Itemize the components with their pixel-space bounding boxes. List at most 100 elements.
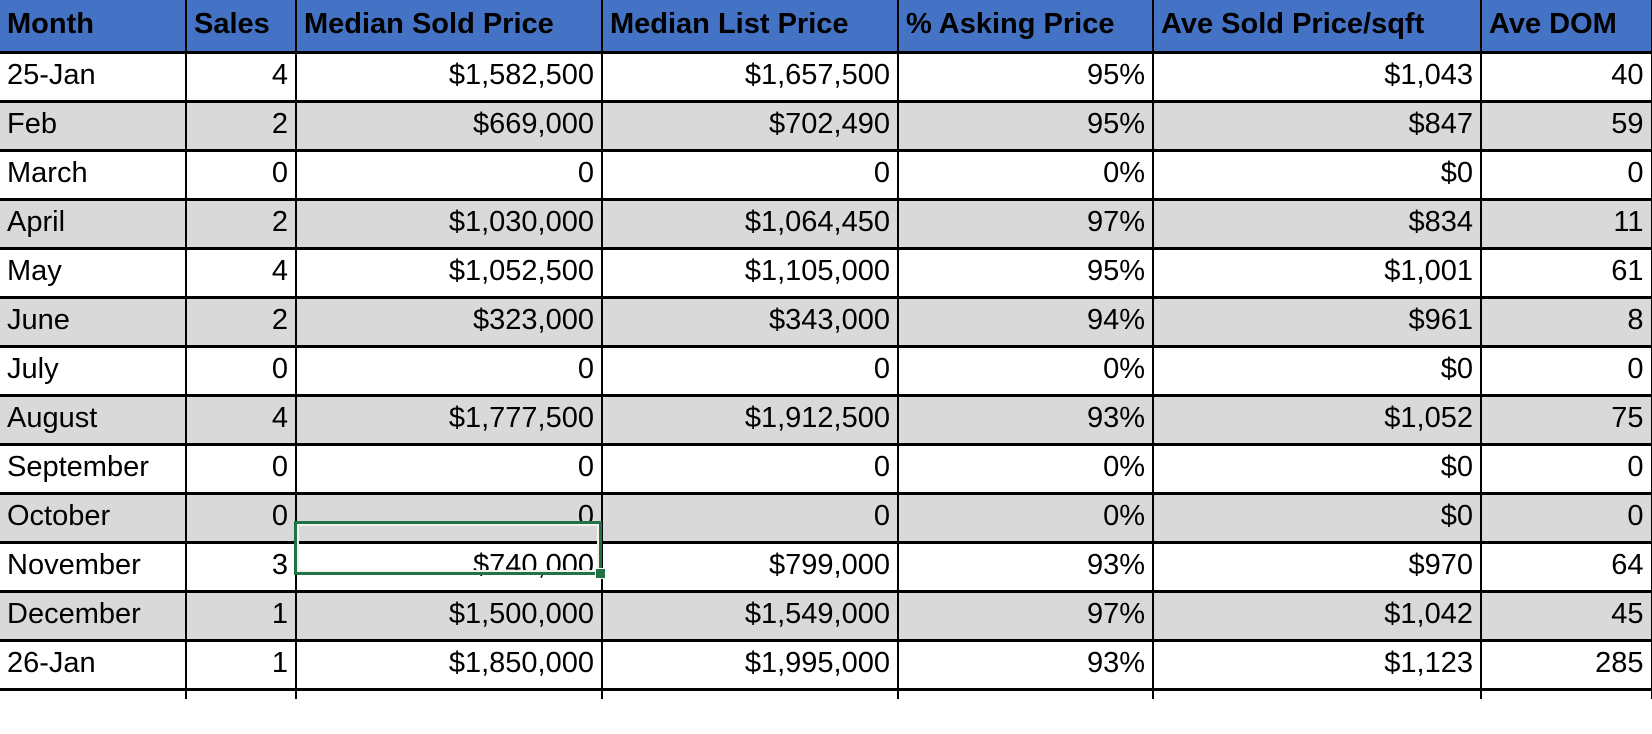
cell-march-month[interactable]: March bbox=[0, 150, 186, 201]
cell-october-month[interactable]: October bbox=[0, 493, 186, 544]
cell-25-jan-ave-sold-price-sqft[interactable]: $1,043 bbox=[1152, 52, 1481, 103]
cell-july-median-sold-price[interactable]: 0 bbox=[295, 346, 602, 397]
cell-november-median-sold-price[interactable]: $740,000 bbox=[295, 542, 602, 593]
cell-october-median-sold-price[interactable]: 0 bbox=[295, 493, 602, 544]
cell-december-ave-dom[interactable]: 45 bbox=[1480, 591, 1652, 642]
cell-august-sales[interactable]: 4 bbox=[185, 395, 296, 446]
cell-26-jan-ave-dom[interactable]: 285 bbox=[1480, 640, 1652, 691]
cell-july-median-list-price[interactable]: 0 bbox=[601, 346, 898, 397]
cell-november-ave-sold-price-sqft[interactable]: $970 bbox=[1152, 542, 1481, 593]
column-header-ave-dom[interactable]: Ave DOM bbox=[1480, 0, 1652, 54]
cell-august-ave-sold-price-sqft[interactable]: $1,052 bbox=[1152, 395, 1481, 446]
cell-may-sales[interactable]: 4 bbox=[185, 248, 296, 299]
selection-fill-handle-icon[interactable] bbox=[595, 568, 606, 579]
cell-feb-median-sold-price[interactable]: $669,000 bbox=[295, 101, 602, 152]
cell-25-jan-month[interactable]: 25-Jan bbox=[0, 52, 186, 103]
cell-october-sales[interactable]: 0 bbox=[185, 493, 296, 544]
cell-july-month[interactable]: July bbox=[0, 346, 186, 397]
cell-26-jan-median-list-price[interactable]: $1,995,000 bbox=[601, 640, 898, 691]
cell-may-ave-dom[interactable]: 61 bbox=[1480, 248, 1652, 299]
cell-october-median-list-price[interactable]: 0 bbox=[601, 493, 898, 544]
cell-april-ave-dom[interactable]: 11 bbox=[1480, 199, 1652, 250]
cell-may-median-sold-price[interactable]: $1,052,500 bbox=[295, 248, 602, 299]
cell-april-month[interactable]: April bbox=[0, 199, 186, 250]
cell-march-ave-sold-price-sqft[interactable]: $0 bbox=[1152, 150, 1481, 201]
cell-feb-median-list-price[interactable]: $702,490 bbox=[601, 101, 898, 152]
cell-april-median-sold-price[interactable]: $1,030,000 bbox=[295, 199, 602, 250]
cell-june-asking-price[interactable]: 94% bbox=[897, 297, 1153, 348]
cell-march-asking-price[interactable]: 0% bbox=[897, 150, 1153, 201]
cell-april-asking-price[interactable]: 97% bbox=[897, 199, 1153, 250]
cell-december-asking-price[interactable]: 97% bbox=[897, 591, 1153, 642]
cell-june-median-sold-price[interactable]: $323,000 bbox=[295, 297, 602, 348]
cell-june-ave-dom[interactable]: 8 bbox=[1480, 297, 1652, 348]
cell-feb-asking-price[interactable]: 95% bbox=[897, 101, 1153, 152]
cell-25-jan-ave-dom[interactable]: 40 bbox=[1480, 52, 1652, 103]
cell-june-ave-sold-price-sqft[interactable]: $961 bbox=[1152, 297, 1481, 348]
cell-june-month[interactable]: June bbox=[0, 297, 186, 348]
cell-25-jan-median-list-price[interactable]: $1,657,500 bbox=[601, 52, 898, 103]
cell-may-asking-price[interactable]: 95% bbox=[897, 248, 1153, 299]
cell-august-median-list-price[interactable]: $1,912,500 bbox=[601, 395, 898, 446]
cell-november-asking-price[interactable]: 93% bbox=[897, 542, 1153, 593]
cell-august-median-sold-price[interactable]: $1,777,500 bbox=[295, 395, 602, 446]
cell-feb-sales[interactable]: 2 bbox=[185, 101, 296, 152]
cell-25-jan-median-sold-price[interactable]: $1,582,500 bbox=[295, 52, 602, 103]
cell-may-ave-sold-price-sqft[interactable]: $1,001 bbox=[1152, 248, 1481, 299]
cell-november-median-list-price[interactable]: $799,000 bbox=[601, 542, 898, 593]
cell-july-asking-price[interactable]: 0% bbox=[897, 346, 1153, 397]
cell-feb-ave-sold-price-sqft[interactable]: $847 bbox=[1152, 101, 1481, 152]
cell-march-median-list-price[interactable]: 0 bbox=[601, 150, 898, 201]
cell-march-sales[interactable]: 0 bbox=[185, 150, 296, 201]
cell-september-asking-price[interactable]: 0% bbox=[897, 444, 1153, 495]
cell-august-asking-price[interactable]: 93% bbox=[897, 395, 1153, 446]
cell-october-ave-sold-price-sqft[interactable]: $0 bbox=[1152, 493, 1481, 544]
cell-november-month[interactable]: November bbox=[0, 542, 186, 593]
cell-december-ave-sold-price-sqft[interactable]: $1,042 bbox=[1152, 591, 1481, 642]
selected-cell-outline[interactable] bbox=[294, 521, 606, 579]
cell-november-ave-dom[interactable]: 64 bbox=[1480, 542, 1652, 593]
cell-26-jan-sales[interactable]: 1 bbox=[185, 640, 296, 691]
cell-26-jan-ave-sold-price-sqft[interactable]: $1,123 bbox=[1152, 640, 1481, 691]
column-header-median-list-price[interactable]: Median List Price bbox=[601, 0, 898, 54]
column-header-ave-sold-price-sqft[interactable]: Ave Sold Price/sqft bbox=[1152, 0, 1481, 54]
cell-25-jan-sales[interactable]: 4 bbox=[185, 52, 296, 103]
cell-december-month[interactable]: December bbox=[0, 591, 186, 642]
cell-august-ave-dom[interactable]: 75 bbox=[1480, 395, 1652, 446]
cell-26-jan-median-sold-price[interactable]: $1,850,000 bbox=[295, 640, 602, 691]
column-header-median-sold-price[interactable]: Median Sold Price bbox=[295, 0, 602, 54]
cell-september-median-sold-price[interactable]: 0 bbox=[295, 444, 602, 495]
cell-march-median-sold-price[interactable]: 0 bbox=[295, 150, 602, 201]
cell-september-median-list-price[interactable]: 0 bbox=[601, 444, 898, 495]
cell-april-sales[interactable]: 2 bbox=[185, 199, 296, 250]
cell-december-median-list-price[interactable]: $1,549,000 bbox=[601, 591, 898, 642]
cell-october-asking-price[interactable]: 0% bbox=[897, 493, 1153, 544]
column-header-asking-price[interactable]: % Asking Price bbox=[897, 0, 1153, 54]
cell-october-ave-dom[interactable]: 0 bbox=[1480, 493, 1652, 544]
cell-september-month[interactable]: September bbox=[0, 444, 186, 495]
cell-december-median-sold-price[interactable]: $1,500,000 bbox=[295, 591, 602, 642]
cell-june-median-list-price[interactable]: $343,000 bbox=[601, 297, 898, 348]
cell-march-ave-dom[interactable]: 0 bbox=[1480, 150, 1652, 201]
cell-december-sales[interactable]: 1 bbox=[185, 591, 296, 642]
cell-25-jan-asking-price[interactable]: 95% bbox=[897, 52, 1153, 103]
column-header-month[interactable]: Month bbox=[0, 0, 186, 54]
cell-july-ave-dom[interactable]: 0 bbox=[1480, 346, 1652, 397]
cell-26-jan-asking-price[interactable]: 93% bbox=[897, 640, 1153, 691]
cell-september-ave-dom[interactable]: 0 bbox=[1480, 444, 1652, 495]
cell-april-median-list-price[interactable]: $1,064,450 bbox=[601, 199, 898, 250]
cell-feb-month[interactable]: Feb bbox=[0, 101, 186, 152]
cell-may-month[interactable]: May bbox=[0, 248, 186, 299]
cell-august-month[interactable]: August bbox=[0, 395, 186, 446]
cell-november-sales[interactable]: 3 bbox=[185, 542, 296, 593]
cell-june-sales[interactable]: 2 bbox=[185, 297, 296, 348]
cell-april-ave-sold-price-sqft[interactable]: $834 bbox=[1152, 199, 1481, 250]
cell-26-jan-month[interactable]: 26-Jan bbox=[0, 640, 186, 691]
column-header-sales[interactable]: Sales bbox=[185, 0, 296, 54]
cell-july-ave-sold-price-sqft[interactable]: $0 bbox=[1152, 346, 1481, 397]
cell-september-ave-sold-price-sqft[interactable]: $0 bbox=[1152, 444, 1481, 495]
cell-september-sales[interactable]: 0 bbox=[185, 444, 296, 495]
cell-july-sales[interactable]: 0 bbox=[185, 346, 296, 397]
cell-may-median-list-price[interactable]: $1,105,000 bbox=[601, 248, 898, 299]
cell-feb-ave-dom[interactable]: 59 bbox=[1480, 101, 1652, 152]
